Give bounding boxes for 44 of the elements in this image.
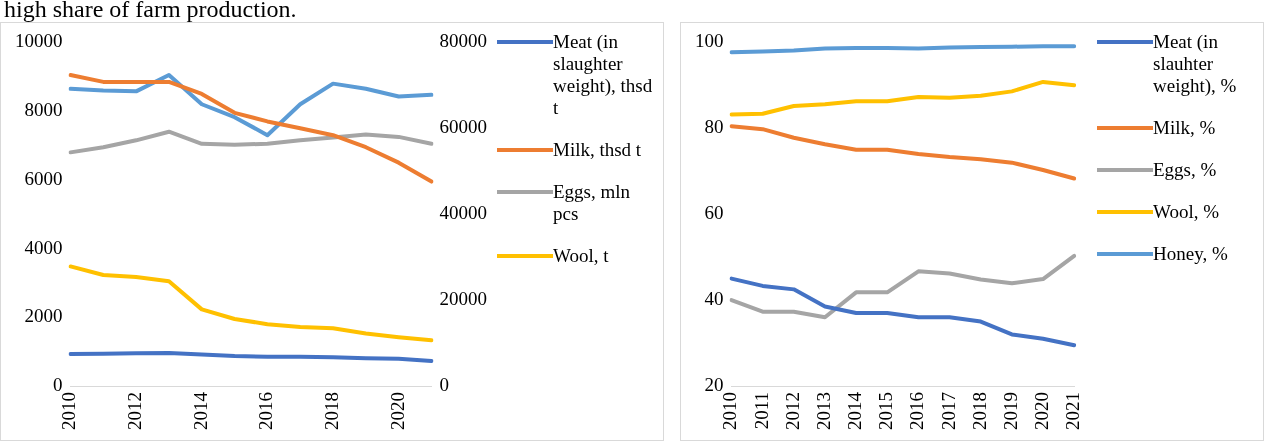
x-tick-label: 2016 bbox=[255, 392, 277, 430]
legend-label: Eggs, % bbox=[1153, 159, 1217, 181]
legend-label: Wool, t bbox=[553, 245, 609, 267]
y2-tick-label: 60000 bbox=[439, 116, 487, 138]
x-tick-label: 2021 bbox=[1062, 392, 1084, 430]
x-tick-label: 2015 bbox=[875, 392, 897, 430]
x-tick-label: 2019 bbox=[999, 392, 1021, 430]
x-tick-label: 2020 bbox=[1031, 392, 1053, 430]
legend-label: Meat (in slauhter weight), % bbox=[1153, 31, 1238, 97]
x-tick-label: 2017 bbox=[937, 392, 959, 430]
legend-label: Meat (in slaughter weight), thsd t bbox=[553, 31, 654, 119]
x-tick-label: 2014 bbox=[189, 391, 211, 430]
x-tick-label: 2013 bbox=[812, 392, 834, 430]
y-tick-label: 60 bbox=[704, 202, 724, 224]
x-tick-label: 2010 bbox=[58, 392, 80, 430]
y-tick-label: 8000 bbox=[24, 99, 63, 121]
x-tick-label: 2020 bbox=[386, 392, 408, 430]
y2-tick-label: 80000 bbox=[439, 30, 487, 52]
text: high share of farm production. bbox=[4, 0, 297, 22]
y-tick-label: 4000 bbox=[24, 236, 63, 258]
legend-label: Milk, thsd t bbox=[553, 139, 642, 161]
y-tick-label: 6000 bbox=[24, 167, 63, 189]
x-tick-label: 2012 bbox=[124, 392, 146, 430]
x-tick-label: 2012 bbox=[781, 392, 803, 430]
legend-label: Milk, % bbox=[1153, 117, 1216, 139]
y2-tick-label: 20000 bbox=[439, 288, 487, 310]
y-tick-label: 80 bbox=[704, 116, 724, 138]
y-tick-label: 2000 bbox=[24, 305, 63, 327]
y-tick-label: 10000 bbox=[15, 30, 63, 52]
y-tick-label: 20 bbox=[704, 373, 724, 395]
legend-label: Wool, % bbox=[1153, 201, 1220, 223]
y2-tick-label: 40000 bbox=[439, 202, 487, 224]
x-tick-label: 2014 bbox=[844, 391, 866, 430]
x-tick-label: 2011 bbox=[750, 392, 772, 430]
x-tick-label: 2016 bbox=[906, 392, 928, 430]
y-tick-label: 0 bbox=[53, 373, 63, 395]
legend-label: Honey, % bbox=[1153, 243, 1228, 265]
y2-tick-label: 0 bbox=[439, 373, 449, 395]
y-tick-label: 40 bbox=[704, 288, 724, 310]
x-tick-label: 2018 bbox=[321, 392, 343, 430]
x-tick-label: 2010 bbox=[719, 392, 741, 430]
legend-label: Eggs, mln pcs bbox=[553, 181, 632, 225]
y-tick-label: 100 bbox=[695, 30, 724, 52]
x-tick-label: 2018 bbox=[968, 392, 990, 430]
